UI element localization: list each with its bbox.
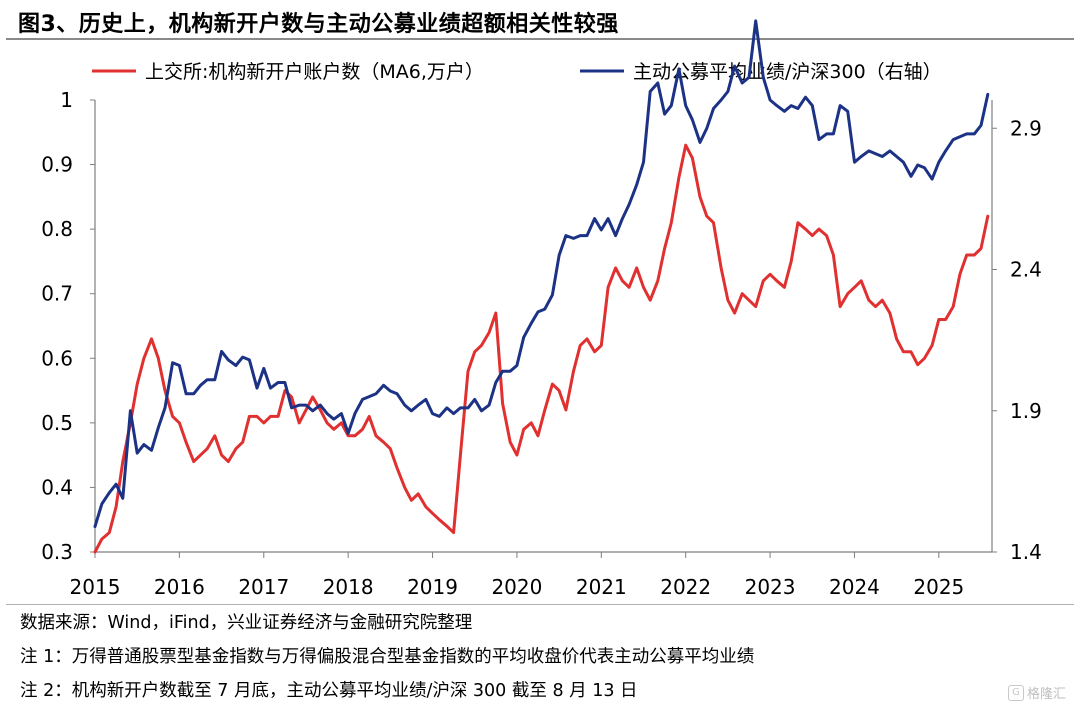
left-tick-label: 0.8 bbox=[41, 217, 73, 241]
right-tick-label: 2.9 bbox=[1010, 116, 1042, 140]
chart: 上交所:机构新开户账户数（MA6,万户） 主动公募平均业绩/沪深300（右轴） … bbox=[41, 19, 1042, 599]
x-tick-label: 2024 bbox=[829, 575, 880, 599]
x-tick-label: 2018 bbox=[323, 575, 374, 599]
x-tick-label: 2017 bbox=[238, 575, 289, 599]
right-tick-label: 2.4 bbox=[1010, 258, 1042, 282]
left-tick-label: 0.5 bbox=[41, 411, 73, 435]
x-tick-label: 2022 bbox=[660, 575, 711, 599]
watermark: G 格隆汇 bbox=[1007, 683, 1066, 702]
axes-layer: 0.3 0.4 0.5 0.6 0.7 0.8 0.9 1 1.4 1.9 2.4 2.9 2015 20… bbox=[41, 88, 1042, 599]
legend-label-series-2: 主动公募平均业绩/沪深300（右轴） bbox=[633, 61, 942, 83]
left-tick-label: 0.4 bbox=[41, 475, 73, 499]
source-note: 数据来源：Wind，iFind，兴业证券经济与金融研究院整理 bbox=[20, 613, 473, 633]
left-tick-label: 0.7 bbox=[41, 282, 73, 306]
x-tick-label: 2016 bbox=[154, 575, 205, 599]
series-line-2 bbox=[93, 19, 990, 529]
left-tick-label: 0.9 bbox=[41, 153, 73, 177]
right-tick-label: 1.9 bbox=[1010, 399, 1042, 423]
x-tick-label: 2020 bbox=[491, 575, 542, 599]
notes-divider bbox=[6, 604, 1074, 605]
left-tick-label: 1 bbox=[60, 88, 73, 112]
note-1: 注 1：万得普通股票型基金指数与万得偏股混合型基金指数的平均收盘价代表主动公募平… bbox=[20, 647, 755, 667]
legend-label-series-1: 上交所:机构新开户账户数（MA6,万户） bbox=[145, 61, 484, 83]
series-line-1 bbox=[93, 143, 990, 554]
right-tick-label: 1.4 bbox=[1010, 540, 1042, 564]
x-tick-label: 2015 bbox=[70, 575, 121, 599]
notes: 数据来源：Wind，iFind，兴业证券经济与金融研究院整理 注 1：万得普通股… bbox=[20, 606, 754, 708]
x-tick-label: 2019 bbox=[407, 575, 458, 599]
title-divider bbox=[6, 38, 1074, 40]
watermark-logo-icon: G bbox=[1007, 684, 1024, 701]
left-tick-label: 0.6 bbox=[41, 346, 73, 370]
x-tick-label: 2021 bbox=[576, 575, 627, 599]
legend: 上交所:机构新开户账户数（MA6,万户） 主动公募平均业绩/沪深300（右轴） bbox=[92, 61, 942, 83]
x-tick-label: 2023 bbox=[745, 575, 796, 599]
x-tick-label: 2025 bbox=[913, 575, 964, 599]
left-tick-label: 0.3 bbox=[41, 540, 73, 564]
note-2: 注 2：机构新开户数截至 7 月底，主动公募平均业绩/沪深 300 截至 8 月… bbox=[20, 681, 638, 701]
watermark-text: 格隆汇 bbox=[1026, 687, 1066, 702]
series-layer bbox=[93, 19, 990, 554]
chart-title: 图3、历史上，机构新开户数与主动公募业绩超额相关性较强 bbox=[18, 12, 619, 37]
